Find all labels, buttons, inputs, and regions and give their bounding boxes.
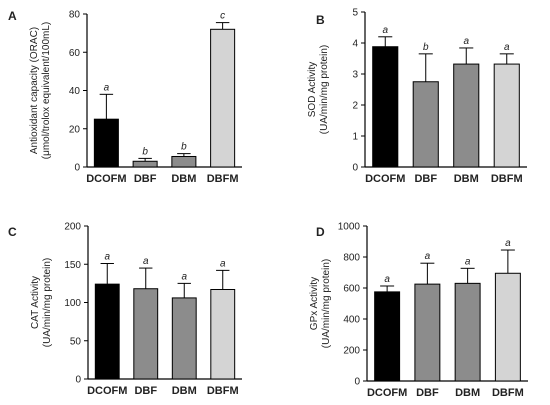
y-axis-subtitle: (UA/min/mg protein): [42, 258, 53, 347]
y-tick-label: 2: [352, 101, 358, 112]
x-tick-label: DCOFM: [86, 173, 126, 185]
x-tick-label: DBF: [416, 387, 439, 399]
y-tick-label: 20: [69, 124, 81, 135]
bar-dbf: [414, 283, 441, 382]
significance-letter: a: [181, 271, 187, 282]
y-tick-label: 80: [69, 10, 81, 21]
significance-letter: a: [220, 258, 226, 269]
y-tick-label: 150: [64, 260, 81, 271]
x-tick-label: DBM: [171, 173, 196, 185]
y-axis-title: Antioxidant capacity (ORAC): [29, 27, 40, 154]
bar-dcofm: [94, 283, 120, 380]
y-tick-label: 200: [343, 346, 360, 357]
y-axis-title: GPx Activity: [309, 277, 320, 330]
significance-letter: a: [382, 25, 388, 36]
y-tick-label: 60: [69, 48, 81, 59]
y-tick-label: 100: [64, 298, 81, 309]
significance-letter: b: [142, 146, 148, 157]
x-tick-label: DBFM: [492, 387, 524, 399]
panel-letter: A: [8, 9, 17, 23]
significance-letter: a: [384, 274, 390, 285]
significance-letter: a: [463, 36, 469, 47]
y-tick-label: 0: [74, 163, 80, 174]
bar-dcofm: [374, 291, 401, 382]
y-tick-label: 4: [352, 39, 358, 50]
y-tick-label: 5: [352, 8, 358, 19]
significance-letter: a: [465, 256, 471, 267]
x-tick-label: DBM: [454, 173, 479, 185]
y-axis-subtitle: (UA/min/mg protein): [321, 259, 332, 348]
bar-dcofm: [93, 118, 119, 168]
y-axis-title: CAT Activity: [30, 276, 41, 329]
panel-c: C 0 50 100 150 200 CAT Activity (UA/min/mg prot…: [8, 222, 242, 397]
x-tick-label: DBF: [134, 385, 157, 397]
bar-dbfm: [210, 28, 236, 168]
panel-letter: C: [8, 225, 17, 239]
bar-dbm: [171, 297, 197, 380]
panel-letter: B: [316, 13, 325, 27]
bar-dbfm: [494, 272, 521, 382]
bar-dcofm: [372, 46, 399, 168]
y-tick-label: 50: [70, 336, 82, 347]
y-axis-subtitle: (μmol/trolox equivalent/100mL): [41, 22, 52, 160]
y-axis-title: SOD Activity: [307, 62, 318, 118]
y-tick-label: 0: [75, 375, 81, 386]
bar-dbf: [412, 81, 439, 168]
significance-letter: a: [425, 251, 431, 262]
x-tick-label: DCOFM: [367, 387, 407, 399]
x-tick-label: DBFM: [207, 385, 239, 397]
x-tick-label: DBFM: [207, 173, 239, 185]
panel-b: B 0 1 2 3 4 5 SOD Activity (UA/min/mg protein) a D…: [307, 8, 527, 185]
x-tick-label: DCOFM: [365, 173, 405, 185]
y-tick-label: 600: [343, 284, 360, 295]
bar-dbm: [453, 63, 480, 168]
significance-letter: b: [423, 42, 429, 53]
panel-a: A 0 20 40 60 80 Antioxidant capacity (ORAC) (μm…: [8, 9, 242, 185]
y-tick-label: 0: [352, 163, 358, 174]
x-tick-label: DCOFM: [87, 385, 127, 397]
panel-d: D 0 200 400 600 800 1000 GPx Activity (UA/min/mg…: [309, 222, 528, 399]
x-tick-label: DBM: [172, 385, 197, 397]
bar-dbf: [132, 160, 158, 168]
y-tick-label: 200: [64, 222, 81, 233]
x-tick-label: DBFM: [491, 173, 523, 185]
significance-letter: a: [504, 42, 510, 53]
x-tick-label: DBF: [134, 173, 157, 185]
y-tick-label: 800: [343, 253, 360, 264]
y-tick-label: 1000: [338, 222, 361, 233]
y-tick-label: 40: [69, 86, 81, 97]
panel-letter: D: [316, 225, 325, 239]
x-tick-label: DBM: [455, 387, 480, 399]
significance-letter: c: [220, 11, 225, 22]
bar-dbfm: [493, 63, 520, 168]
bar-dbm: [454, 282, 481, 382]
bar-dbf: [133, 288, 159, 380]
bar-dbm: [171, 155, 197, 168]
significance-letter: a: [143, 256, 149, 267]
y-tick-label: 1: [352, 132, 358, 143]
significance-letter: a: [104, 82, 110, 93]
y-axis-subtitle: (UA/min/mg protein): [319, 45, 330, 134]
significance-letter: a: [505, 238, 511, 249]
significance-letter: a: [104, 251, 110, 262]
significance-letter: b: [181, 142, 187, 153]
bar-dbfm: [210, 288, 236, 380]
y-tick-label: 0: [354, 377, 360, 388]
y-tick-label: 3: [352, 70, 358, 81]
y-tick-label: 400: [343, 315, 360, 326]
x-tick-label: DBF: [414, 173, 437, 185]
